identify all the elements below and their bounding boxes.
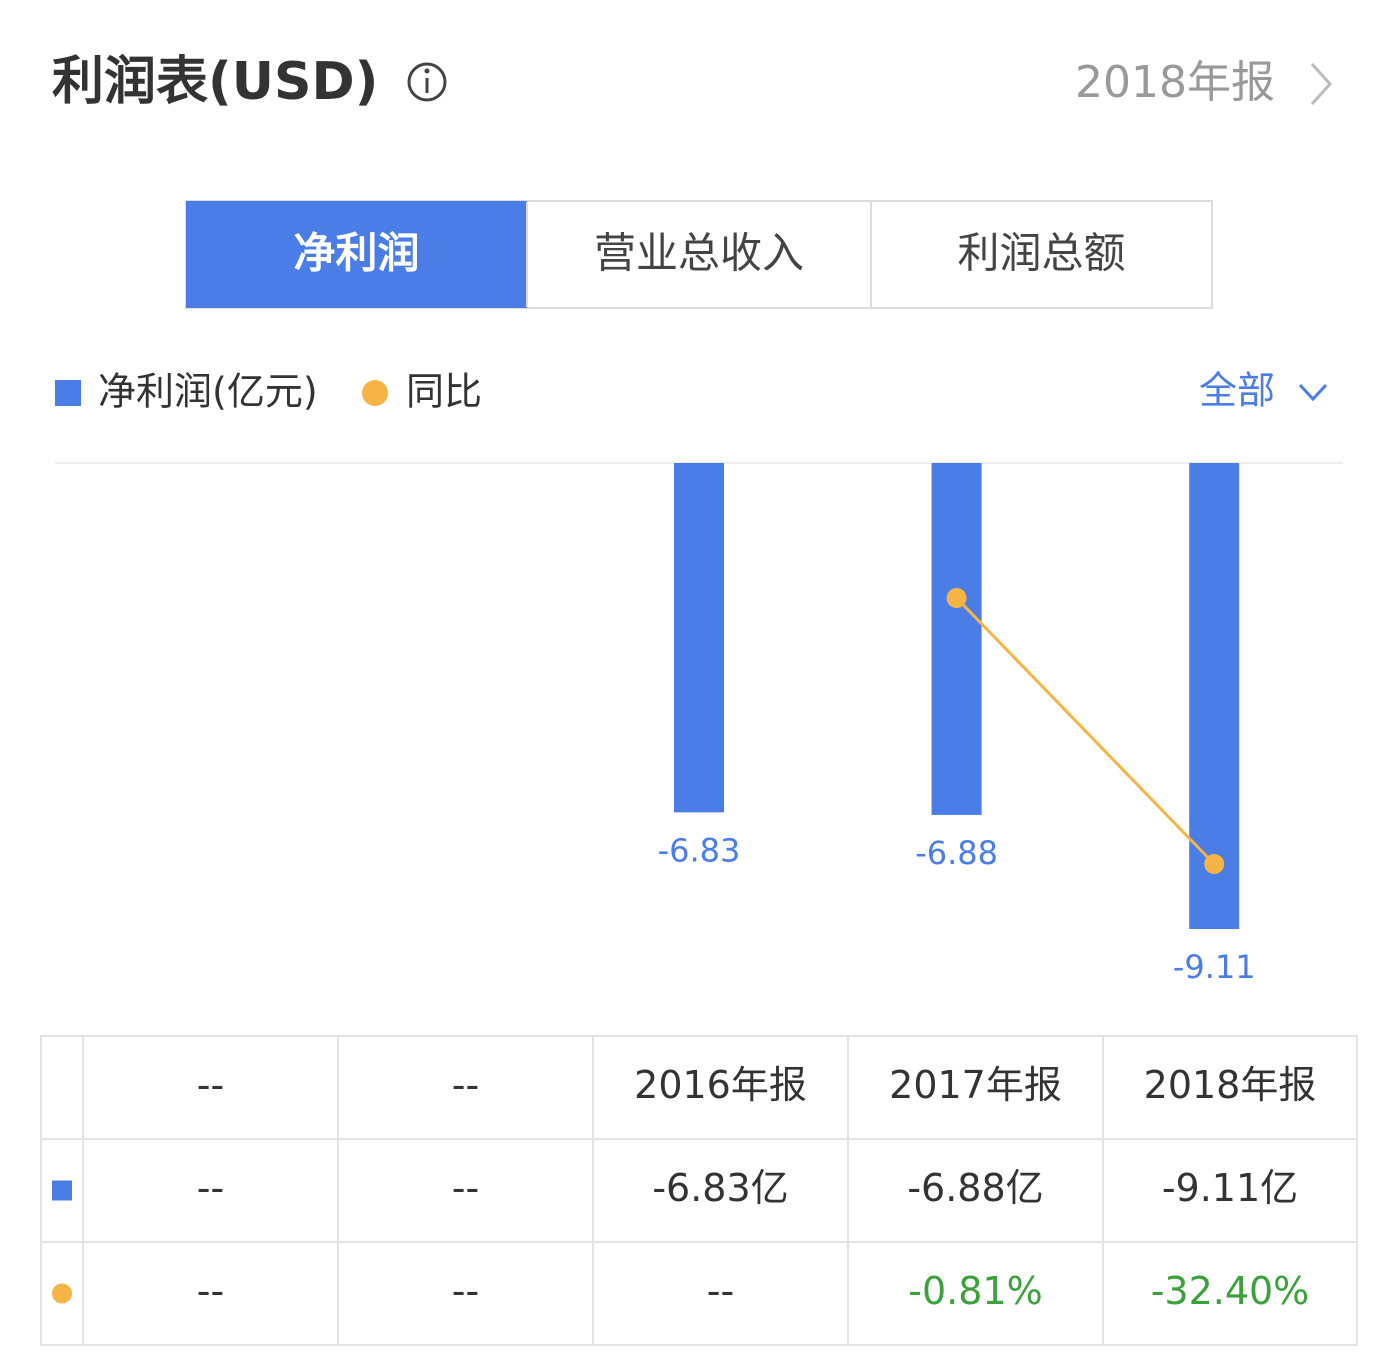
row-icon bbox=[52, 1180, 72, 1201]
table-cell: -- bbox=[707, 1269, 734, 1313]
table-cell: -- bbox=[452, 1166, 479, 1210]
period-selector[interactable]: 2018年报 bbox=[1075, 57, 1275, 108]
table-cell: -- bbox=[197, 1269, 224, 1313]
tabs: 净利润 营业总收入 利润总额 bbox=[185, 200, 1213, 309]
table-header: -- bbox=[452, 1063, 479, 1107]
yoy-line bbox=[955, 596, 1216, 866]
tab[interactable]: 利润总额 bbox=[957, 229, 1125, 278]
page-title: 利润表(USD) bbox=[52, 52, 378, 112]
legend-label: 同比 bbox=[406, 370, 482, 414]
table-cell: -6.83亿 bbox=[652, 1166, 788, 1210]
tab[interactable]: 营业总收入 bbox=[594, 229, 804, 278]
yoy-point bbox=[946, 588, 967, 608]
filter-dropdown[interactable]: 全部 bbox=[1199, 369, 1275, 413]
chevron-right bbox=[1310, 62, 1333, 106]
bar bbox=[931, 463, 982, 815]
tab-active-bg bbox=[186, 201, 527, 308]
bar bbox=[674, 463, 724, 813]
info-icon[interactable] bbox=[407, 62, 447, 102]
table-border bbox=[40, 1035, 1358, 1346]
bar bbox=[1189, 463, 1240, 929]
table-header: 2018年报 bbox=[1144, 1063, 1317, 1107]
data-label: -6.83 bbox=[658, 831, 741, 869]
table-cell: -- bbox=[452, 1269, 479, 1313]
legend-swatch bbox=[362, 380, 388, 406]
yoy-point bbox=[1204, 854, 1225, 874]
table-header: 2017年报 bbox=[889, 1063, 1062, 1107]
table-cell: -32.40% bbox=[1151, 1269, 1310, 1313]
table-header: 2016年报 bbox=[634, 1063, 807, 1107]
table-cell: -- bbox=[197, 1166, 224, 1210]
chevron-down bbox=[1298, 383, 1328, 402]
plot: -6.83 -6.88 -9.11 bbox=[658, 463, 1256, 986]
table-header: -- bbox=[197, 1063, 224, 1107]
table-cell: -0.81% bbox=[908, 1269, 1042, 1313]
legend-label: 净利润(亿元) bbox=[98, 370, 318, 414]
data-label: -9.11 bbox=[1173, 948, 1256, 986]
data-label: -6.88 bbox=[915, 834, 998, 872]
legend-swatch bbox=[55, 380, 81, 406]
table-cell: -6.88亿 bbox=[907, 1166, 1043, 1210]
table: -- -- 2016年报 2017年报 2018年报 -- -- -6.83亿 -6.88亿 -9… bbox=[40, 1035, 1358, 1346]
table-cell: -9.11亿 bbox=[1162, 1166, 1298, 1210]
tab[interactable]: 净利润 bbox=[293, 229, 419, 278]
row-icon bbox=[52, 1283, 72, 1304]
legend: 净利润(亿元) 同比 bbox=[55, 370, 482, 414]
